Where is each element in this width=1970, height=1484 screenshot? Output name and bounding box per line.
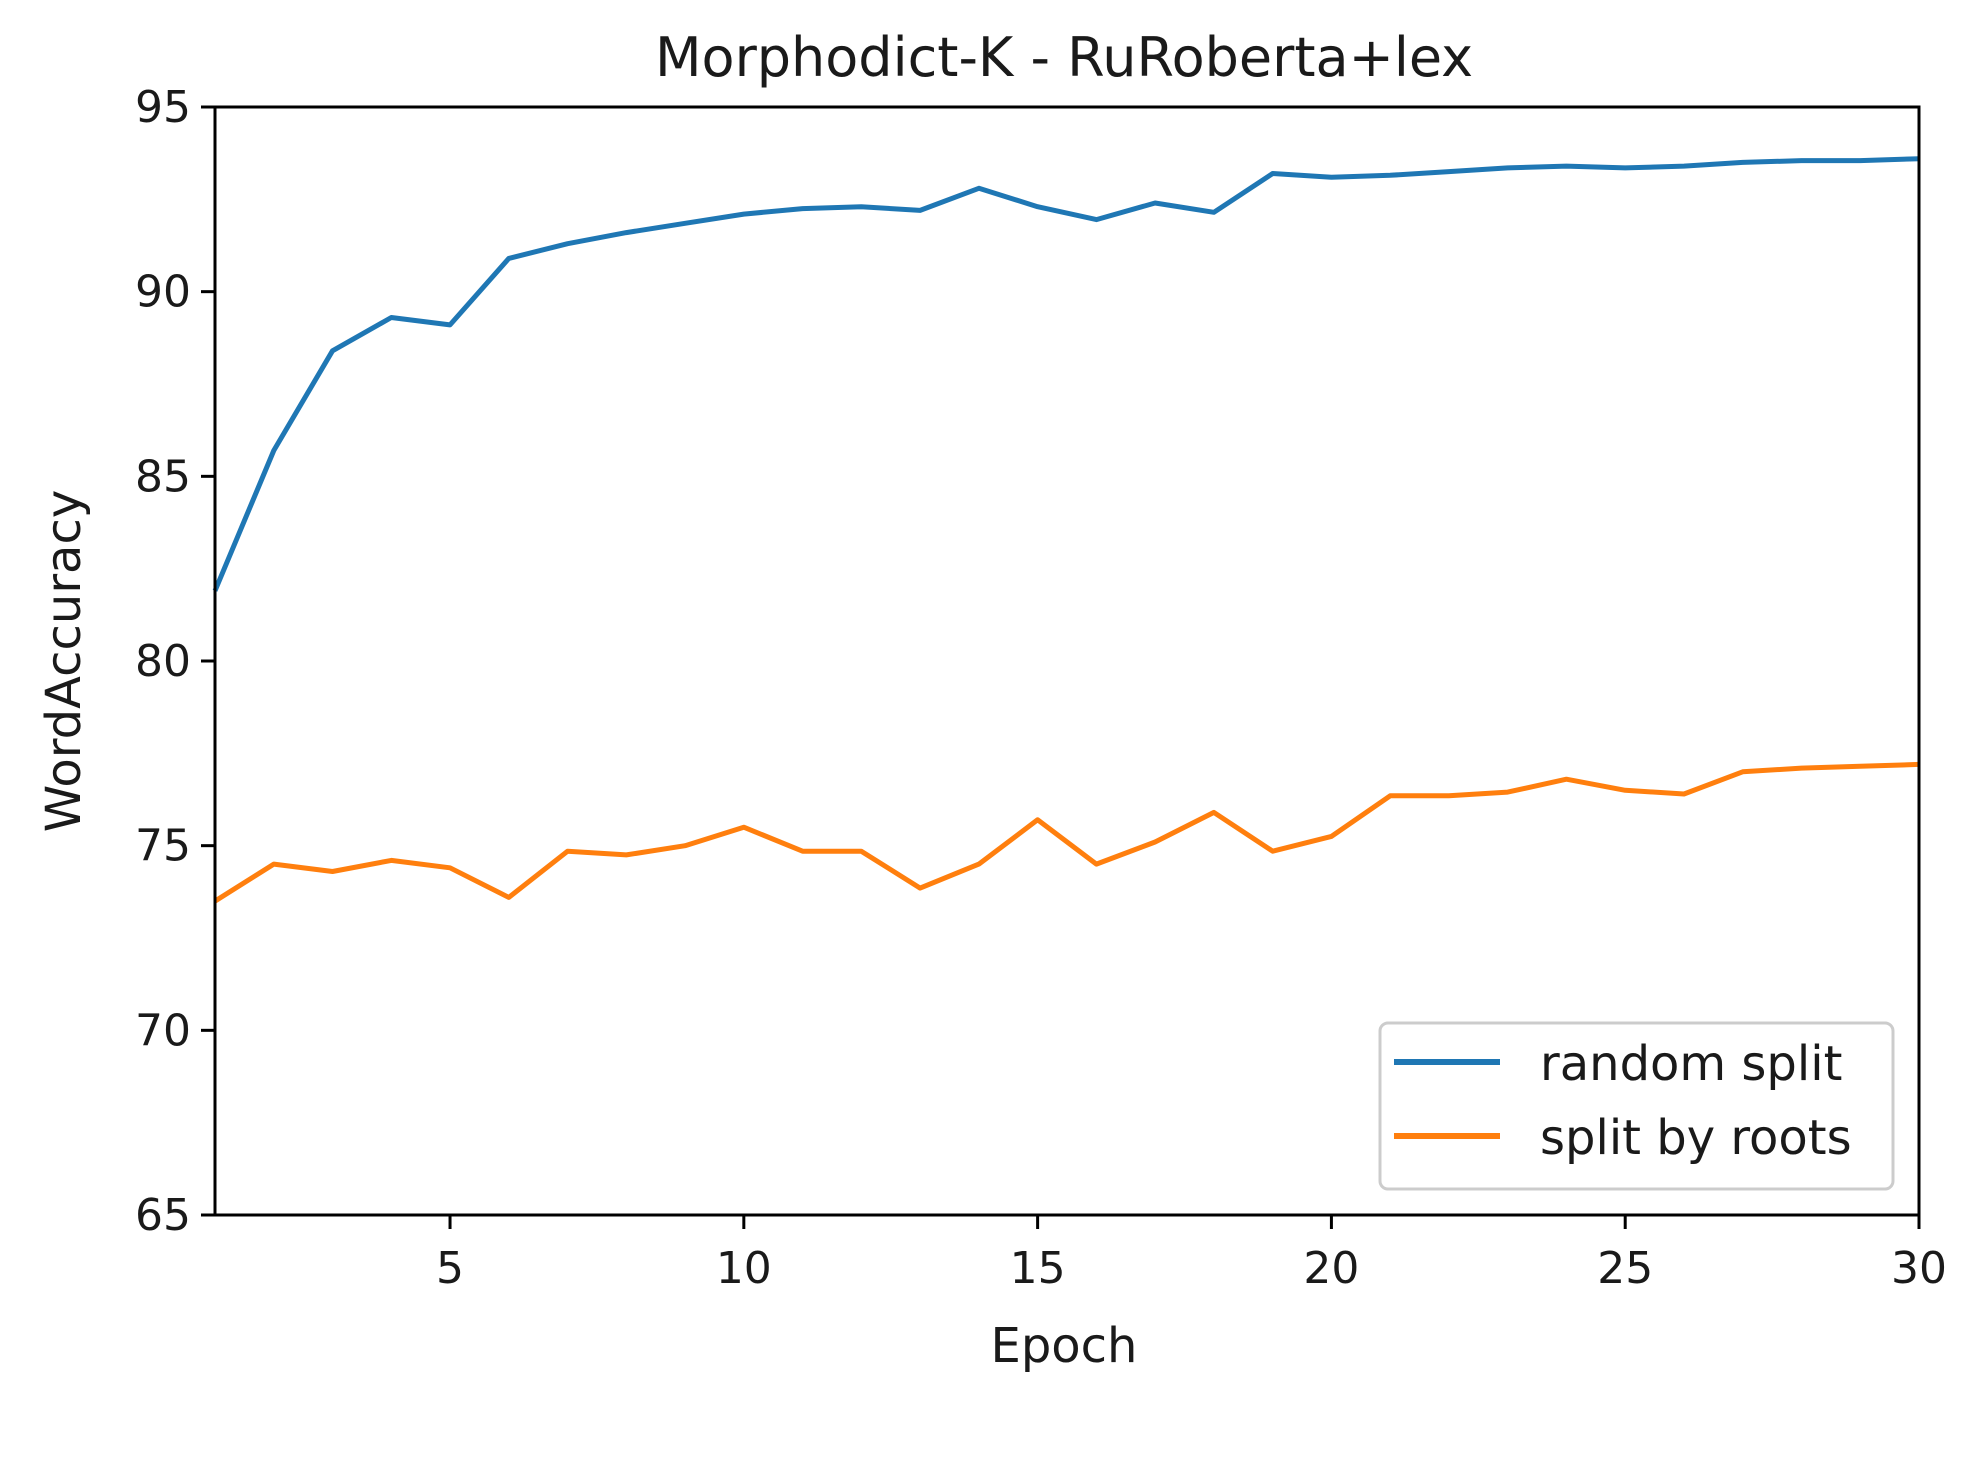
x-tick-label: 20 — [1303, 1243, 1359, 1294]
plot-frame — [213, 105, 1921, 1217]
x-tick-label: 10 — [716, 1243, 772, 1294]
x-axis-label: Epoch — [991, 1318, 1138, 1374]
legend: random split split by roots — [1378, 1021, 1895, 1191]
x-tick-label: 25 — [1597, 1243, 1653, 1294]
y-axis-ticks: 65 70 75 80 85 90 95 — [135, 82, 215, 1241]
legend-box — [1378, 1021, 1895, 1191]
x-tick-label: 15 — [1010, 1243, 1066, 1294]
series-layer — [212, 156, 1920, 904]
legend-label-split-by-roots: split by roots — [1540, 1110, 1852, 1166]
x-axis-ticks: 5 10 15 20 25 30 — [436, 1215, 1947, 1294]
series-line-split-by-roots — [213, 761, 1920, 904]
y-tick-label: 80 — [135, 636, 191, 687]
x-tick-label: 30 — [1891, 1243, 1947, 1294]
y-tick-label: 70 — [135, 1005, 191, 1056]
chart-title: Morphodict-K - RuRoberta+lex — [655, 26, 1473, 89]
series-line-random-split — [212, 156, 1920, 592]
y-tick-label: 65 — [135, 1190, 191, 1241]
x-tick-label: 5 — [436, 1243, 464, 1294]
legend-label-random-split: random split — [1540, 1036, 1842, 1092]
y-tick-label: 90 — [135, 267, 191, 318]
y-tick-label: 85 — [135, 451, 191, 502]
y-tick-label: 95 — [135, 82, 191, 133]
y-axis-label: WordAccuracy — [36, 490, 92, 833]
y-tick-label: 75 — [135, 821, 191, 872]
